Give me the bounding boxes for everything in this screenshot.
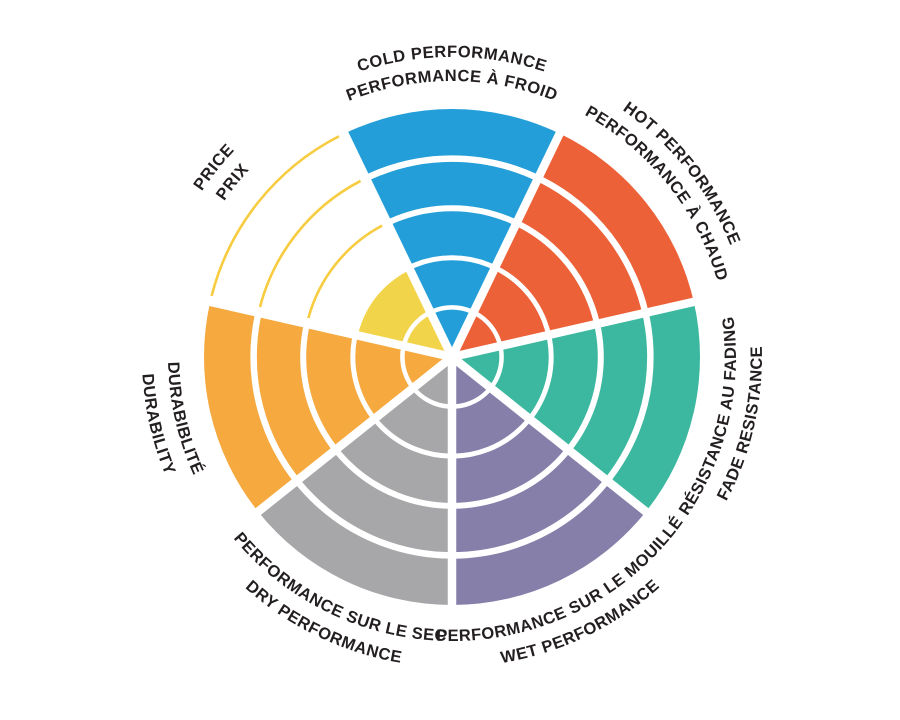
sector-separator bbox=[448, 130, 564, 359]
wedge-durability bbox=[204, 301, 452, 512]
wedge-wet-performance bbox=[452, 357, 646, 605]
label-text-fr: PERFORMANCE À FROID bbox=[344, 67, 560, 105]
price-empty-ring-arc bbox=[307, 224, 383, 319]
wedge-dry-performance bbox=[258, 357, 452, 605]
hub bbox=[445, 350, 459, 364]
label-cold-performance-fr: PERFORMANCE À FROID bbox=[344, 67, 560, 105]
sector-separator bbox=[208, 297, 453, 362]
wheel-sectors bbox=[204, 109, 700, 605]
wheel-grid bbox=[208, 130, 696, 606]
sector-separator bbox=[340, 130, 456, 359]
price-empty-ring-arc bbox=[210, 135, 340, 297]
wedge-fade-resistance bbox=[452, 301, 700, 512]
sector-separator bbox=[449, 353, 650, 516]
wedge-hot-performance bbox=[452, 133, 694, 357]
sector-separator bbox=[254, 353, 455, 516]
price-empty-ring-arc bbox=[258, 179, 362, 308]
sector-separator bbox=[451, 297, 696, 362]
wheel-outline-arcs bbox=[210, 135, 383, 319]
wedge-cold-performance bbox=[344, 109, 560, 357]
